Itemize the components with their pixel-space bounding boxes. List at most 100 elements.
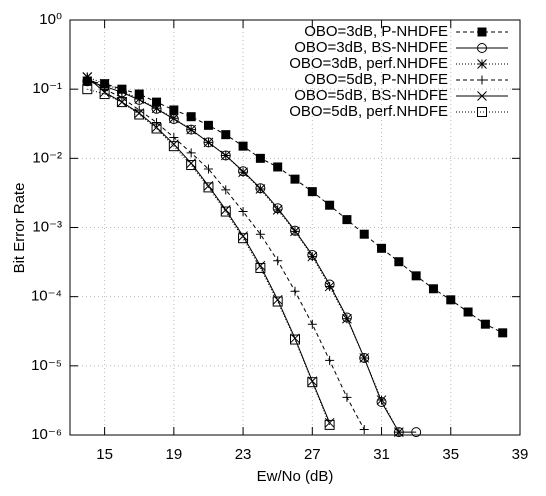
data-point [463,307,473,317]
data-point [359,229,369,239]
legend-marker [477,43,487,53]
series-line [87,76,400,433]
data-point [325,355,335,365]
data-point [168,141,179,152]
x-tick-label: 31 [373,446,390,463]
data-point [238,233,249,244]
legend-label: OBO=5dB, BS-NHDFE [294,87,448,104]
data-point [186,112,196,122]
data-point [255,153,265,163]
plot-frame [69,19,521,436]
legend-label: OBO=5dB, perf.NHDFE [289,103,448,120]
data-point [151,103,162,114]
data-point [307,319,317,329]
series-line [87,80,417,433]
legend-marker [477,107,487,117]
data-point [324,419,335,430]
legend-marker [477,75,487,85]
data-point [116,97,127,108]
data-point [186,124,197,135]
series-line [87,76,365,430]
data-point [498,328,508,338]
data-point [169,133,179,143]
y-tick-label: 10⁰ [39,11,62,28]
data-point [411,271,421,281]
data-point [203,182,214,193]
data-point [134,109,145,120]
data-point [134,89,144,99]
data-point [152,97,162,107]
data-point [238,231,248,241]
x-tick-label: 27 [304,446,321,463]
data-point [255,184,266,194]
data-point [186,148,196,158]
y-tick-label: 10⁻¹ [32,80,62,97]
data-point [220,150,231,161]
data-point [117,97,127,107]
y-axis-label: Bit Error Rate [11,183,28,274]
data-point [255,262,266,273]
data-point [221,185,231,195]
data-point [220,206,231,217]
data-point [152,117,162,127]
x-tick-label: 39 [512,446,529,463]
data-point [151,123,162,134]
data-point [82,84,93,95]
data-point [99,89,110,100]
data-point [203,164,213,174]
data-point [307,377,318,388]
data-point [203,120,213,130]
data-point [342,313,352,324]
legend-label: OBO=3dB, perf.NHDFE [289,55,448,72]
data-point [290,286,300,296]
y-tick-label: 10⁻³ [32,218,62,235]
legend-marker [477,59,487,69]
data-point [394,257,404,267]
x-axis-label: Ew/No (dB) [257,468,334,485]
data-point [324,281,335,292]
data-point [272,204,283,215]
data-point [238,167,248,178]
data-point [82,72,93,82]
data-point [169,105,179,115]
legend-label: OBO=3dB, BS-NHDFE [294,39,448,56]
data-point [377,243,387,253]
legend-label: OBO=5dB, P-NHDFE [304,71,448,88]
data-point [324,417,335,428]
data-point [290,334,300,345]
y-tick-label: 10⁻² [32,149,62,166]
data-point [446,295,456,305]
legend-label: OBO=3dB, P-NHDFE [304,23,448,40]
data-point [272,296,283,307]
data-point [221,130,231,140]
data-point [203,137,214,148]
data-point [342,392,352,402]
x-tick-label: 19 [166,446,183,463]
x-tick-label: 35 [442,446,459,463]
data-point [290,226,300,237]
data-point [238,141,248,151]
series-line [87,88,331,426]
data-point [168,113,179,124]
data-point [342,215,352,225]
data-point [359,353,370,363]
legend-marker [477,91,487,101]
data-point [238,207,248,217]
data-point [359,425,369,435]
data-point [376,395,387,405]
data-point [117,85,127,96]
data-point [307,187,317,197]
x-tick-label: 15 [96,446,113,463]
legend-marker [477,27,487,37]
data-point [99,78,110,89]
data-point [393,427,404,437]
y-tick-label: 10⁻⁶ [31,426,62,443]
y-tick-label: 10⁻⁵ [31,357,62,374]
data-point [273,256,283,266]
x-tick-label: 23 [235,446,252,463]
data-point [255,229,265,239]
data-point [428,284,438,294]
data-point [273,162,283,172]
data-point [480,319,490,329]
